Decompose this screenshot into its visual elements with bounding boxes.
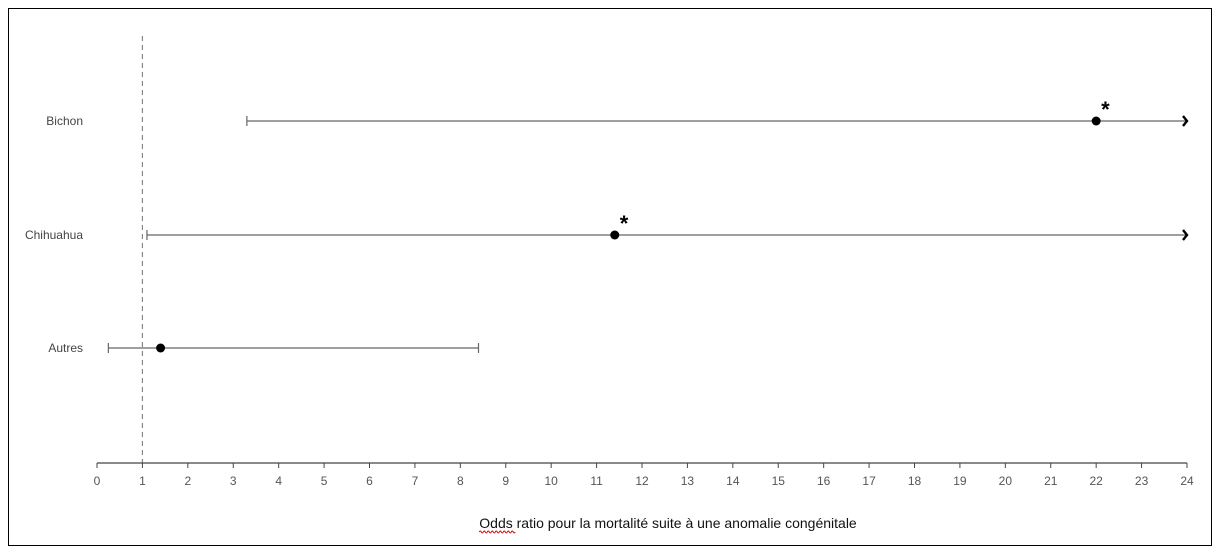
x-tick-label: 18 [908, 474, 922, 488]
x-tick-label: 4 [275, 474, 282, 488]
x-tick-label: 8 [457, 474, 464, 488]
x-tick-label: 17 [862, 474, 876, 488]
category-label: Chihuahua [25, 228, 83, 242]
odds-ratio-point [1091, 116, 1101, 126]
x-tick-label: 11 [590, 474, 603, 488]
odds-ratio-point [156, 343, 166, 353]
x-tick-label: 15 [772, 474, 786, 488]
x-tick-label: 10 [544, 474, 558, 488]
odds-ratio-point [610, 230, 620, 240]
x-tick-label: 16 [817, 474, 831, 488]
x-tick-label: 14 [726, 474, 740, 488]
x-tick-label: 5 [321, 474, 328, 488]
x-tick-label: 0 [94, 474, 101, 488]
spellcheck-underline [478, 530, 516, 534]
odds-ratio-points: ** [156, 97, 1110, 353]
category-label: Autres [48, 341, 83, 355]
x-axis-title: Odds ratio pour la mortalité suite à une… [479, 515, 857, 531]
category-label: Bichon [46, 114, 83, 128]
x-tick-label: 9 [502, 474, 509, 488]
x-tick-label: 1 [139, 474, 146, 488]
x-axis: 0 1 2 3 4 5 6 7 8 9 10 11 12 13 14 15 16 17 18 19 20 21 22 23 24 [94, 462, 1194, 488]
significance-marker: * [620, 211, 629, 236]
x-tick-label: 23 [1135, 474, 1149, 488]
x-tick-label: 13 [681, 474, 695, 488]
ci-truncation-arrow [1182, 115, 1189, 127]
x-tick-label: 2 [184, 474, 191, 488]
significance-marker: * [1101, 97, 1110, 122]
x-tick-label: 22 [1089, 474, 1103, 488]
x-tick-label: 3 [230, 474, 237, 488]
x-tick-label: 12 [635, 474, 649, 488]
x-tick-label: 20 [999, 474, 1013, 488]
x-tick-label: 6 [366, 474, 373, 488]
x-tick-label: 7 [412, 474, 419, 488]
confidence-intervals [107, 115, 1189, 353]
ci-truncation-arrow [1182, 229, 1189, 241]
x-tick-label: 24 [1180, 474, 1194, 488]
chart-frame [8, 8, 1212, 546]
x-tick-label: 21 [1044, 474, 1058, 488]
category-labels: Bichon Chihuahua Autres [25, 114, 83, 355]
x-tick-label: 19 [953, 474, 967, 488]
